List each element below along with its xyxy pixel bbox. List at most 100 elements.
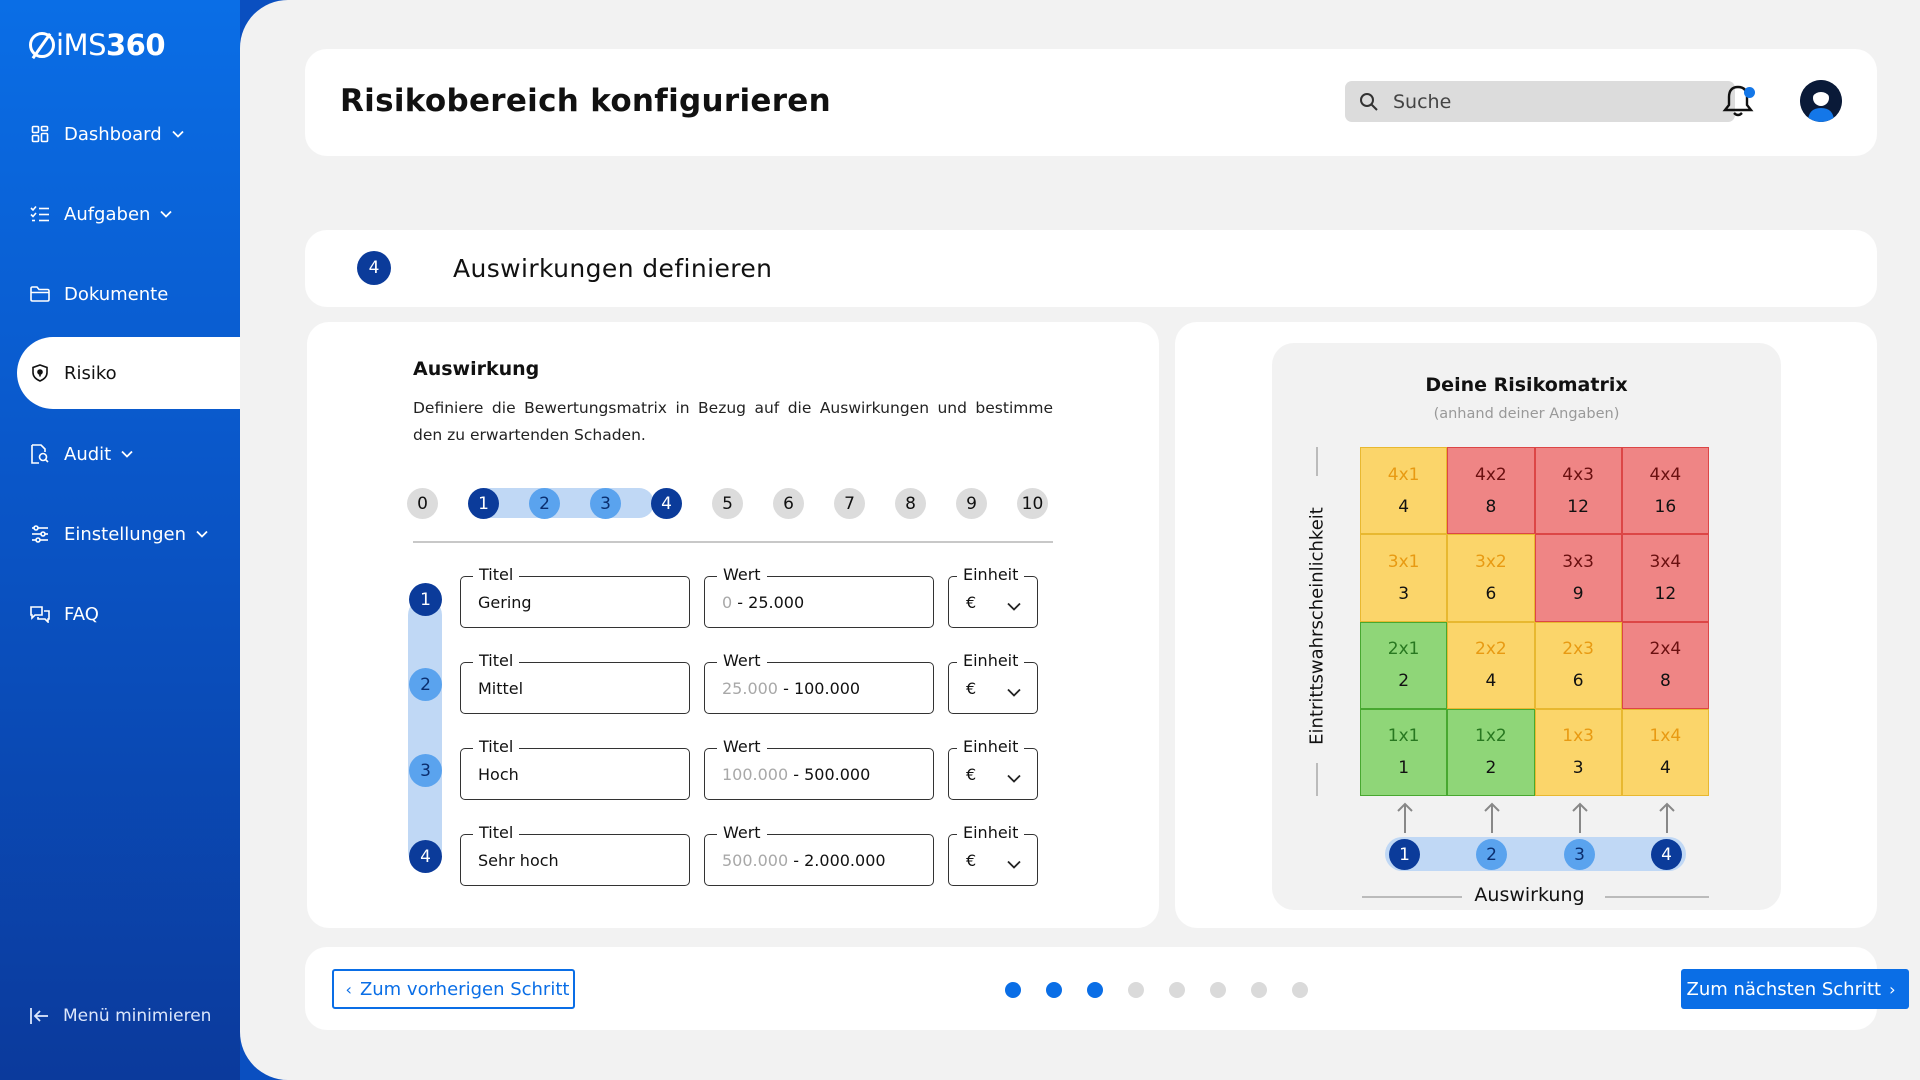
title-field-value: Hoch	[478, 765, 519, 784]
sidebar-item-label: Dashboard	[64, 123, 162, 145]
matrix-cell: 1x1 1	[1360, 708, 1448, 796]
title-field[interactable]: Titel Hoch	[460, 737, 690, 800]
step-dot[interactable]	[1005, 982, 1021, 998]
matrix-cell: 3x4 12	[1621, 534, 1709, 622]
unit-select[interactable]: Einheit €	[948, 823, 1038, 886]
scale-option-1[interactable]: 1	[468, 488, 499, 519]
previous-step-label: Zum vorherigen Schritt	[359, 978, 570, 1000]
arrow-up-icon	[1395, 801, 1415, 835]
scale-option-8[interactable]: 8	[895, 488, 926, 519]
notification-dot	[1744, 87, 1755, 98]
sidebar-item-risiko[interactable]: Risiko	[17, 337, 257, 409]
sidebar-item-aufgaben[interactable]: Aufgaben	[0, 178, 240, 250]
step-dot[interactable]	[1128, 982, 1144, 998]
title-field-label: Titel	[473, 823, 520, 842]
scale-option-0[interactable]: 0	[407, 488, 438, 519]
title-field-value: Mittel	[478, 679, 524, 698]
x-level-1: 1	[1389, 839, 1420, 870]
title-field[interactable]: Titel Mittel	[460, 651, 690, 714]
x-level-2: 2	[1476, 839, 1507, 870]
title-field[interactable]: Titel Sehr hoch	[460, 823, 690, 886]
matrix-cell-value: 3	[1572, 758, 1584, 779]
sidebar-item-faq[interactable]: FAQ	[0, 578, 240, 650]
brand-name-strong: 360	[106, 28, 166, 62]
risk-matrix-grid: 4x1 4 4x2 8 4x3 12 4x4 16 3x1 3 3x2 6 3x3 9 3x4 12 2x1 2 2…	[1360, 447, 1709, 796]
scale-option-4[interactable]: 4	[651, 488, 682, 519]
unit-select[interactable]: Einheit €	[948, 565, 1038, 628]
matrix-cell: 4x2 8	[1447, 447, 1535, 535]
next-step-button[interactable]: Zum nächsten Schritt ›	[1681, 969, 1909, 1009]
matrix-cell-label: 1x3	[1562, 726, 1594, 747]
x-axis-level-track	[1385, 837, 1686, 871]
scale-option-10[interactable]: 10	[1017, 488, 1048, 519]
value-from: 500.000	[722, 851, 789, 870]
matrix-cell-value: 12	[1567, 496, 1589, 517]
impact-panel: Auswirkung Definiere die Bewertungsmatri…	[307, 322, 1159, 928]
step-dot[interactable]	[1292, 982, 1308, 998]
value-separator: -	[788, 851, 805, 870]
scale-option-7[interactable]: 7	[834, 488, 865, 519]
y-axis-label: Eintrittswahrscheinlichkeit	[1306, 476, 1328, 776]
value-range-field[interactable]: Wert 500.000 - 2.000.000	[704, 823, 934, 886]
brand-logo[interactable]: iMS 360	[29, 28, 166, 62]
value-range-field[interactable]: Wert 25.000 - 100.000	[704, 651, 934, 714]
step-dot[interactable]	[1046, 982, 1062, 998]
sliders-icon	[30, 524, 50, 544]
sidebar-item-label: Dokumente	[64, 283, 169, 305]
previous-step-button[interactable]: ‹ Zum vorherigen Schritt	[332, 969, 575, 1009]
value-to: 500.000	[804, 765, 871, 784]
matrix-cell-value: 6	[1572, 671, 1584, 692]
matrix-cell-label: 4x2	[1475, 464, 1507, 485]
search-input[interactable]	[1345, 81, 1735, 122]
matrix-cell-value: 16	[1654, 496, 1677, 517]
sidebar-item-dashboard[interactable]: Dashboard	[0, 98, 240, 170]
step-dot[interactable]	[1210, 982, 1226, 998]
value-range-field[interactable]: Wert 0 - 25.000	[704, 565, 934, 628]
next-step-label: Zum nächsten Schritt	[1686, 978, 1882, 1000]
sidebar-item-dokumente[interactable]: Dokumente	[0, 258, 240, 330]
matrix-cell: 3x1 3	[1360, 534, 1448, 622]
matrix-cell-label: 2x3	[1562, 639, 1594, 660]
unit-select[interactable]: Einheit €	[948, 651, 1038, 714]
value-to: 100.000	[793, 679, 861, 698]
unit-field-label: Einheit	[957, 565, 1025, 584]
title-field[interactable]: Titel Gering	[460, 565, 690, 628]
matrix-cell-label: 2x4	[1649, 639, 1682, 660]
matrix-cell-value: 9	[1572, 583, 1584, 604]
value-range: 100.000 - 500.000	[722, 765, 870, 784]
step-dot[interactable]	[1251, 982, 1267, 998]
step-dot[interactable]	[1087, 982, 1103, 998]
user-avatar[interactable]	[1800, 80, 1842, 122]
sidebar: iMS 360 Dashboard Aufgaben Dokumente	[0, 0, 257, 1080]
scale-option-3[interactable]: 3	[590, 488, 621, 519]
matrix-cell: 3x3 9	[1534, 534, 1622, 622]
matrix-cell-value: 8	[1485, 496, 1497, 517]
matrix-cell-label: 4x1	[1387, 464, 1420, 485]
value-from: 25.000	[722, 679, 778, 698]
search-icon	[1359, 92, 1379, 112]
value-field-label: Wert	[717, 565, 767, 584]
scale-selection-track	[471, 488, 654, 518]
step-dot[interactable]	[1169, 982, 1185, 998]
matrix-cell-label: 1x1	[1387, 726, 1420, 747]
scale-option-6[interactable]: 6	[773, 488, 804, 519]
scale-option-5[interactable]: 5	[712, 488, 743, 519]
arrow-up-icon	[1570, 801, 1590, 835]
sidebar-item-label: Risiko	[64, 362, 117, 384]
unit-select[interactable]: Einheit €	[948, 737, 1038, 800]
scale-option-2[interactable]: 2	[529, 488, 560, 519]
matrix-cell: 1x3 3	[1534, 708, 1622, 796]
collapse-menu-button[interactable]: Menü minimieren	[29, 1005, 211, 1027]
value-to: 25.000	[748, 593, 805, 612]
audit-icon	[30, 444, 50, 464]
matrix-cell: 1x4 4	[1621, 708, 1709, 796]
collapse-left-icon	[29, 1005, 51, 1027]
value-range-field[interactable]: Wert 100.000 - 500.000	[704, 737, 934, 800]
row-level-badge: 3	[409, 754, 442, 787]
sidebar-item-einstellungen[interactable]: Einstellungen	[0, 498, 240, 570]
matrix-cell-value: 3	[1398, 583, 1410, 604]
chevron-right-icon: ›	[1889, 979, 1896, 999]
sidebar-item-audit[interactable]: Audit	[0, 418, 240, 490]
scale-option-9[interactable]: 9	[956, 488, 987, 519]
notification-bell-icon[interactable]	[1722, 84, 1756, 118]
